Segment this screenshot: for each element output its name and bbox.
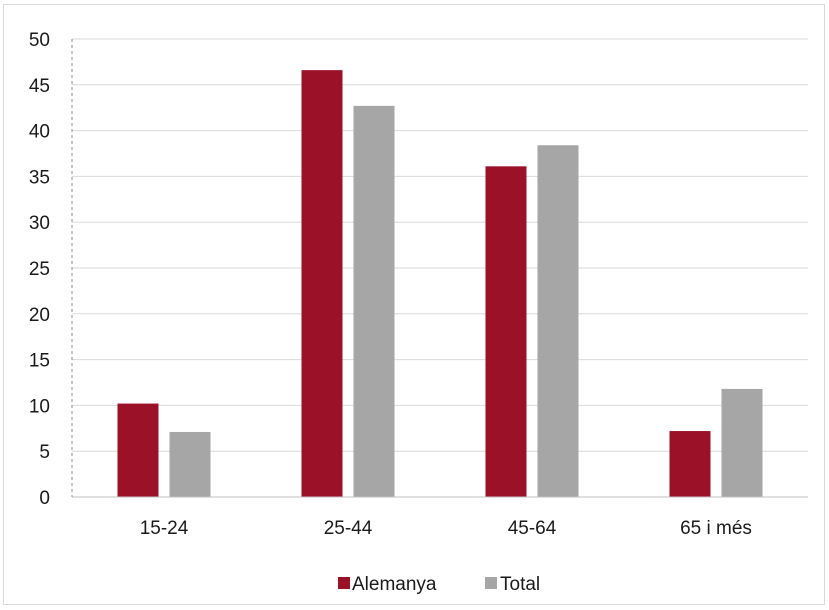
gridlines xyxy=(72,38,808,452)
bar-alemanya-4 xyxy=(669,431,711,497)
bar-alemanya-3 xyxy=(485,166,527,497)
y-axis-ticks: 0 5 10 15 20 25 30 35 40 45 50 xyxy=(29,30,50,509)
legend: Alemanya Total xyxy=(338,574,540,595)
bar-alemanya-1 xyxy=(117,403,159,497)
axes xyxy=(71,39,808,498)
x-tick-label: 45-64 xyxy=(508,518,557,539)
y-tick-label: 10 xyxy=(29,396,50,417)
y-tick-label: 5 xyxy=(39,442,50,463)
legend-label-alemanya: Alemanya xyxy=(352,574,437,595)
x-tick-label: 25-44 xyxy=(324,518,373,539)
y-tick-label: 15 xyxy=(29,351,50,372)
bar-total-1 xyxy=(169,431,211,497)
y-tick-label: 45 xyxy=(29,76,50,97)
y-tick-label: 35 xyxy=(29,167,50,188)
legend-swatch-alemanya xyxy=(338,577,350,589)
x-axis-ticks: 15-24 25-44 45-64 65 i més xyxy=(140,518,752,539)
chart-frame xyxy=(3,4,825,605)
bars xyxy=(117,70,763,498)
legend-label-total: Total xyxy=(500,574,540,595)
y-tick-label: 30 xyxy=(29,213,50,234)
y-tick-label: 0 xyxy=(39,488,50,509)
x-tick-label: 15-24 xyxy=(140,518,189,539)
bar-alemanya-2 xyxy=(301,70,343,498)
bar-total-4 xyxy=(721,388,763,497)
y-tick-label: 25 xyxy=(29,259,50,280)
bar-total-2 xyxy=(353,105,395,498)
bar-total-3 xyxy=(537,145,579,498)
legend-swatch-total xyxy=(485,577,497,589)
y-tick-label: 20 xyxy=(29,305,50,326)
x-tick-label: 65 i més xyxy=(680,518,752,539)
y-tick-label: 40 xyxy=(29,122,50,143)
y-tick-label: 50 xyxy=(29,30,50,51)
